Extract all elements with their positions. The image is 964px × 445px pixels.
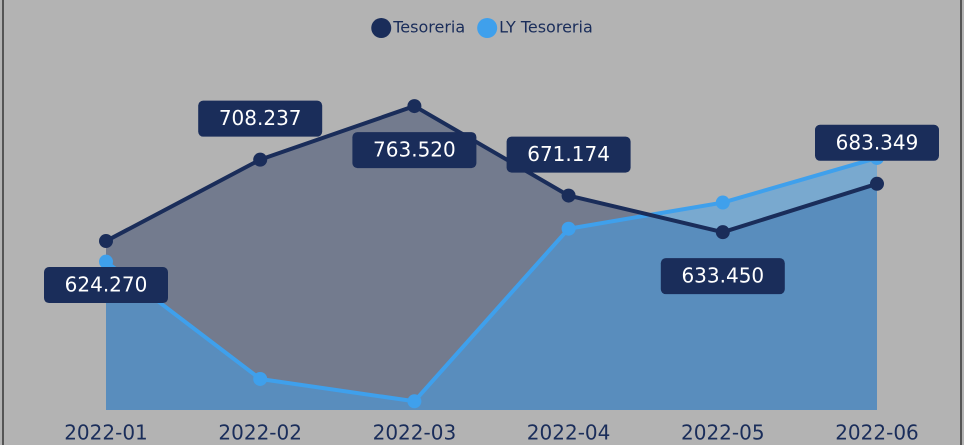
legend-label: LY Tesoreria [499,18,593,37]
x-tick-label: 2022-03 [373,421,457,445]
data-point [407,394,422,409]
data-label: 708.237 [219,106,302,130]
series-line [105,104,878,243]
data-point [715,195,730,210]
x-tick-label: 2022-01 [64,421,148,445]
data-point [715,225,730,240]
data-label-box [198,100,323,137]
data-point [407,99,422,114]
series-line [104,156,878,404]
legend: Tesoreria LY Tesoreria [371,18,593,38]
x-tick-label: 2022-05 [681,421,765,445]
data-point [99,234,113,249]
data-point [253,152,268,167]
data-label: 671.174 [527,142,610,166]
data-label: 683.349 [836,130,919,154]
legend-marker [371,18,392,38]
data-label: 633.450 [681,264,764,288]
data-label-box [352,132,477,169]
data-point [561,221,576,236]
x-tick-label: 2022-02 [218,421,302,445]
x-tick-label: 2022-06 [835,421,919,445]
data-point [99,254,113,269]
legend-marker [477,18,498,38]
data-point [253,371,268,386]
data-label-box [506,136,631,173]
data-label-box [660,258,785,295]
data-label-box [44,267,168,304]
legend-label: Tesoreria [392,18,465,37]
data-point [870,176,884,191]
x-tick-label: 2022-04 [527,421,611,445]
data-label-box [815,124,939,161]
data-point [561,188,576,203]
data-label: 763.520 [373,138,456,162]
data-label: 624.270 [65,273,148,297]
